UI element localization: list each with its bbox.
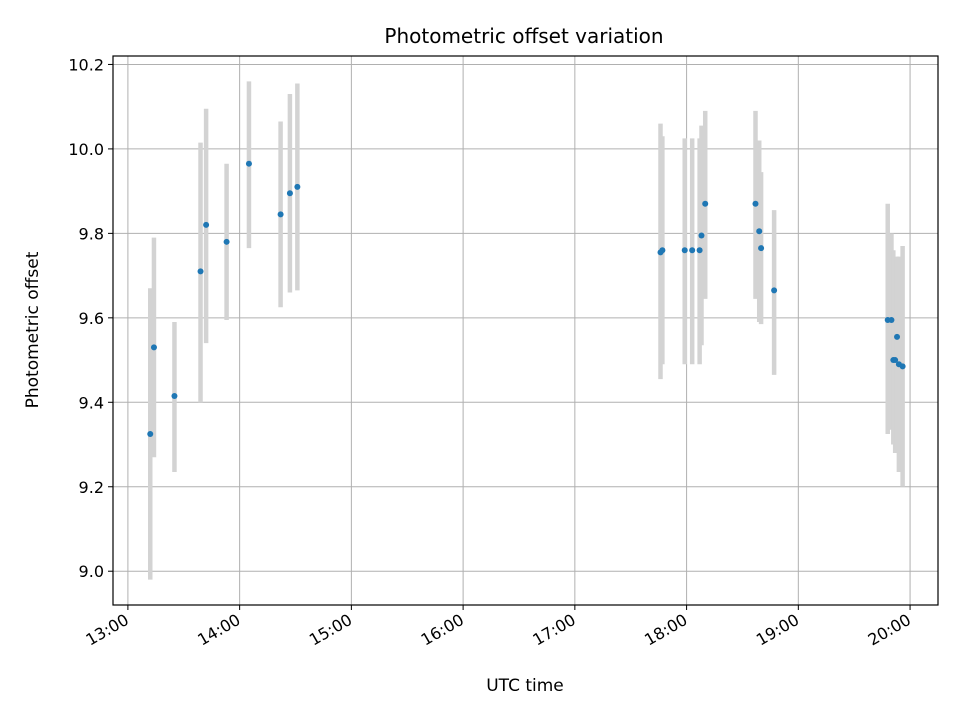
data-point	[277, 211, 284, 218]
y-tick-label: 9.8	[79, 224, 104, 243]
y-tick-label: 10.0	[68, 140, 104, 159]
y-tick-label: 9.0	[79, 562, 104, 581]
chart-title: Photometric offset variation	[384, 24, 663, 48]
data-point	[698, 232, 705, 239]
x-axis-title: UTC time	[486, 676, 564, 696]
data-point	[752, 200, 759, 207]
data-point	[150, 344, 157, 351]
data-point	[899, 363, 906, 370]
y-tick-label: 9.6	[79, 309, 104, 328]
data-point	[758, 245, 765, 252]
data-point	[689, 247, 696, 254]
data-point	[171, 392, 178, 399]
data-point	[197, 268, 204, 275]
data-point	[286, 190, 293, 197]
data-point	[203, 221, 210, 228]
data-point	[245, 160, 252, 167]
y-tick-label: 9.4	[79, 393, 104, 412]
data-point	[888, 316, 895, 323]
data-point	[147, 430, 154, 437]
data-point	[892, 357, 899, 364]
data-point	[756, 228, 763, 235]
data-point	[659, 247, 666, 254]
data-points	[147, 160, 906, 437]
data-point	[294, 183, 301, 190]
data-point	[771, 287, 778, 294]
data-point	[702, 200, 709, 207]
data-point	[223, 238, 230, 245]
y-tick-label: 9.2	[79, 478, 104, 497]
y-tick-label: 10.2	[68, 55, 104, 74]
y-axis-title: Photometric offset	[23, 251, 43, 408]
data-point	[894, 333, 901, 340]
plot-frame	[112, 55, 939, 606]
data-point	[696, 247, 703, 254]
data-point	[681, 247, 688, 254]
